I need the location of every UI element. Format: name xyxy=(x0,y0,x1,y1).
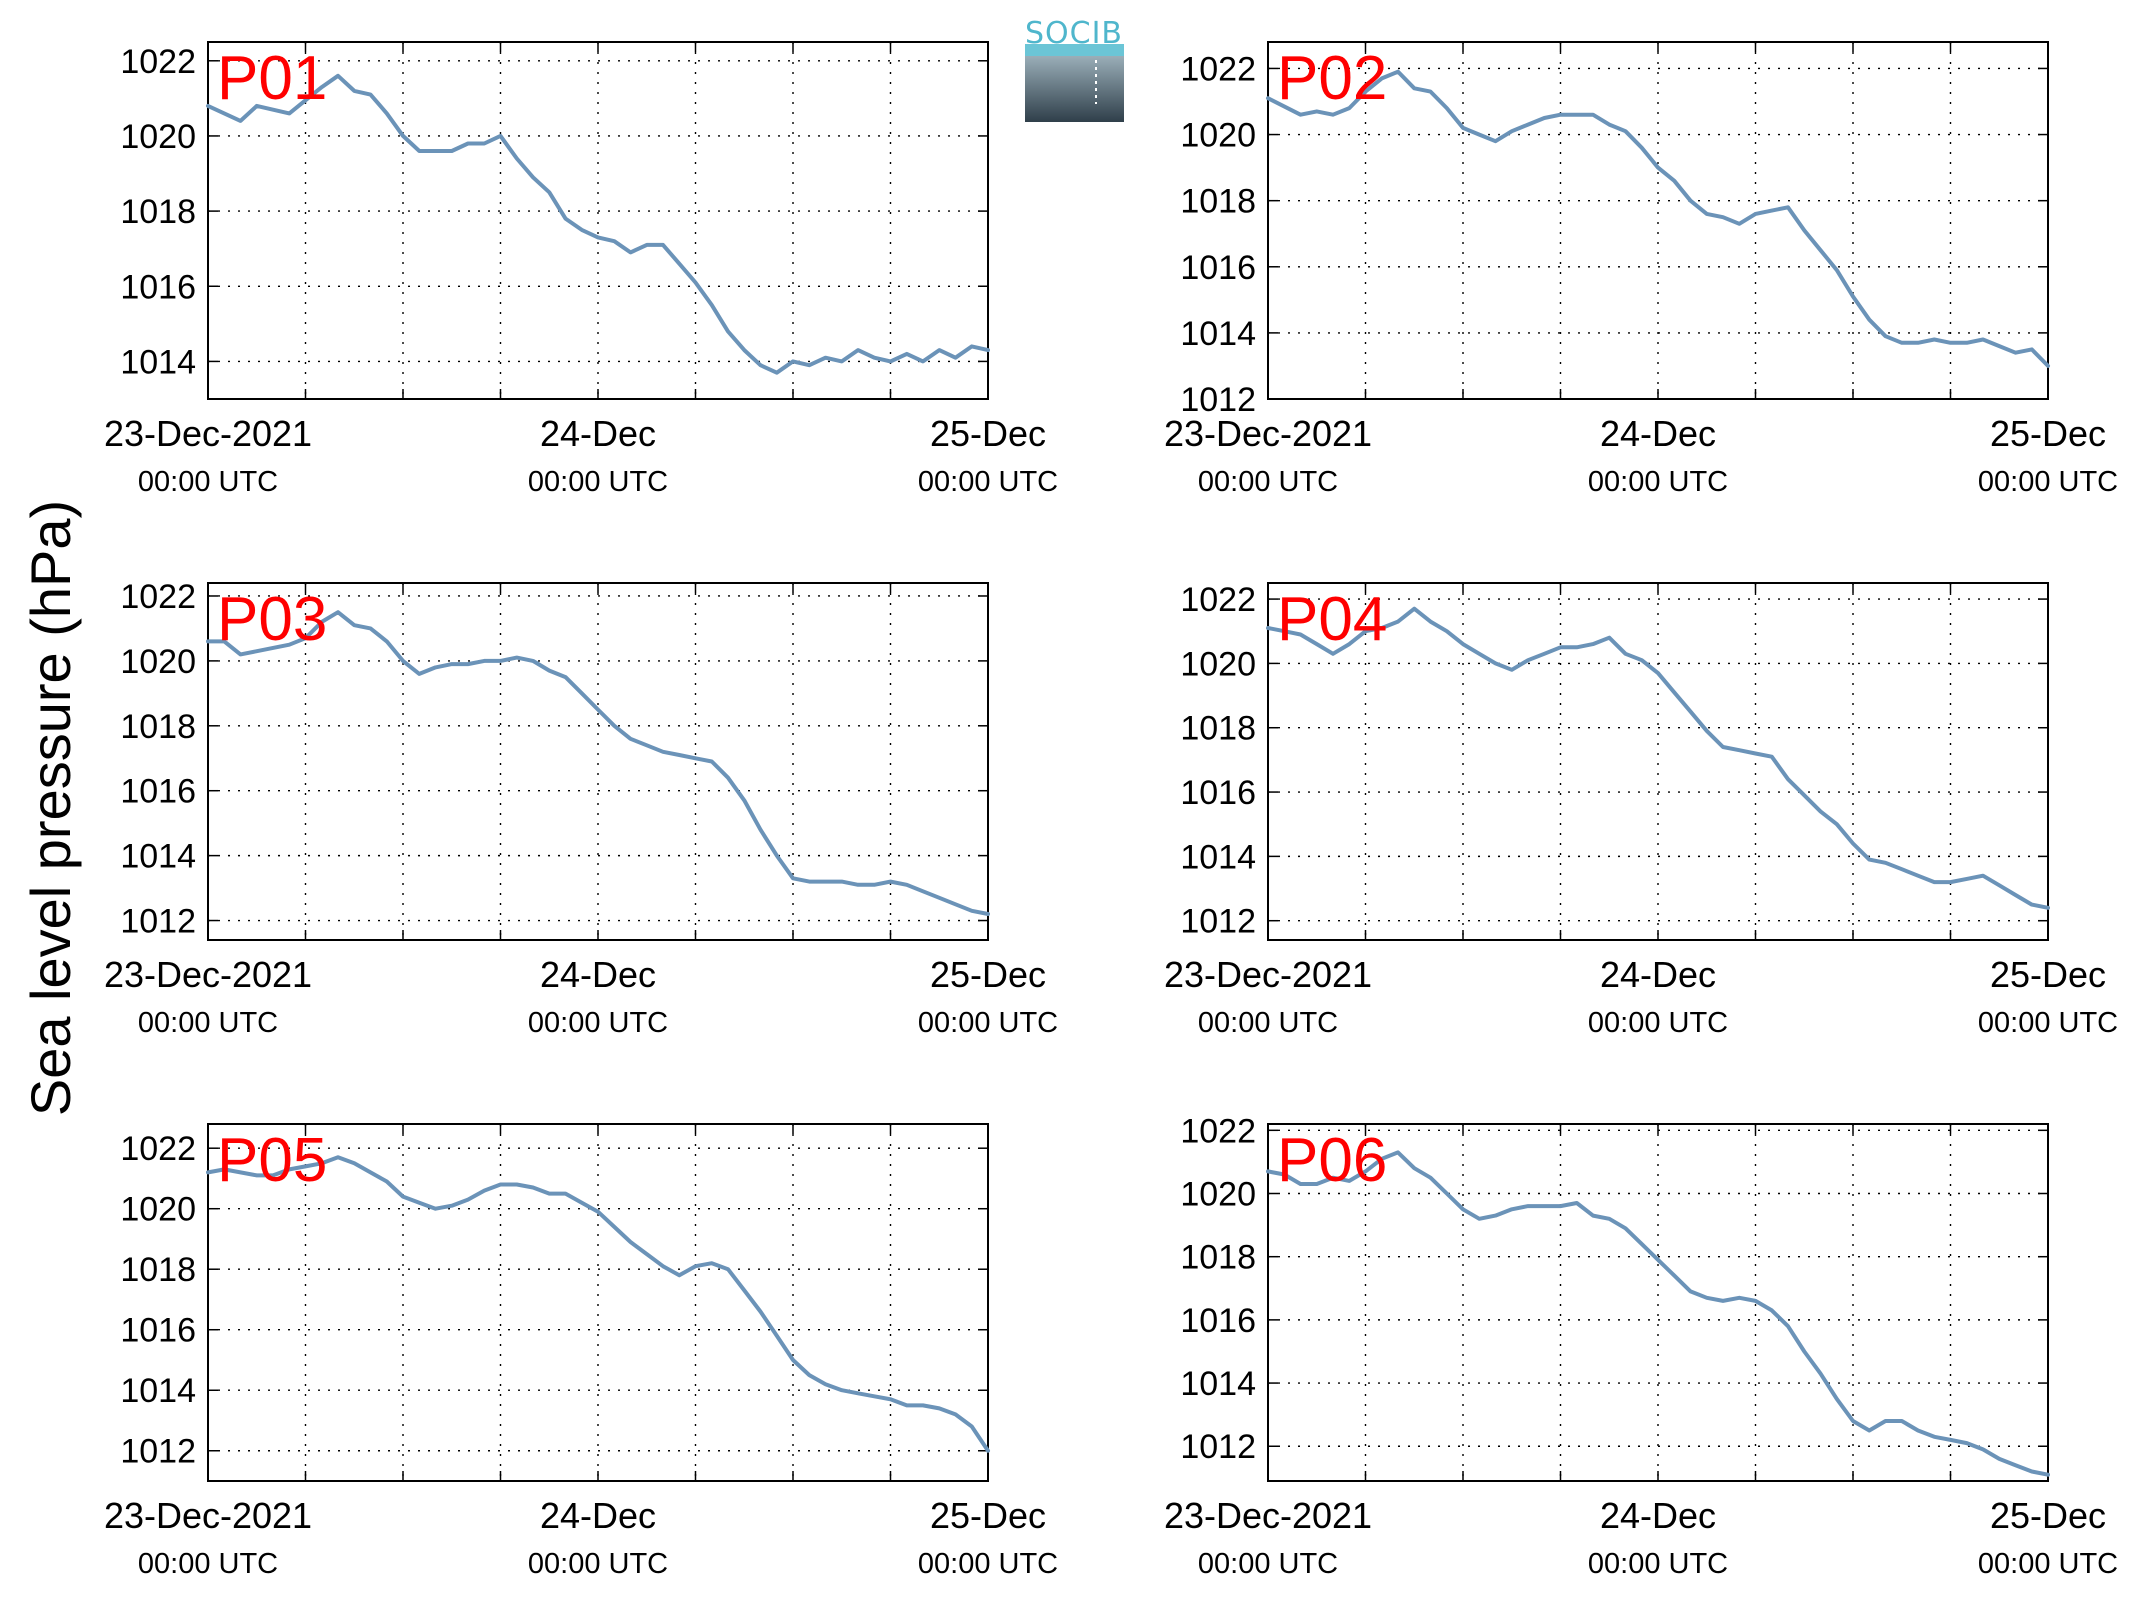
y-tick-label: 1020 xyxy=(120,643,196,681)
y-tick-label: 1014 xyxy=(120,1372,196,1410)
series-line xyxy=(206,610,990,916)
y-tick-label: 1020 xyxy=(1180,645,1256,683)
x-tick-label: 24-Dec xyxy=(1600,954,1716,995)
x-tick-label: 25-Dec xyxy=(930,1495,1046,1536)
x-tick-sublabel: 00:00 UTC xyxy=(1978,466,2118,498)
x-tick-sublabel: 00:00 UTC xyxy=(138,1007,278,1039)
x-tick-label: 23-Dec-2021 xyxy=(1164,1495,1372,1536)
y-tick-label: 1016 xyxy=(1180,249,1256,287)
panel-label: P05 xyxy=(217,1126,327,1195)
y-tick-label: 1018 xyxy=(120,1251,196,1289)
x-tick-label: 24-Dec xyxy=(540,413,656,454)
y-tick-label: 1014 xyxy=(120,838,196,876)
x-tick-label: 25-Dec xyxy=(930,954,1046,995)
y-tick-label: 1018 xyxy=(1180,1239,1256,1277)
y-tick-label: 1012 xyxy=(1180,1428,1256,1466)
panels: 1014 1016 1018 1020 1022 23-Dec-2021 00:00 UTC… xyxy=(104,41,2118,1580)
series-line xyxy=(206,1155,990,1453)
y-tick-label: 1022 xyxy=(120,1130,196,1168)
y-tick-label: 1014 xyxy=(1180,315,1256,353)
y-tick-label: 1022 xyxy=(120,578,196,616)
x-tick-sublabel: 00:00 UTC xyxy=(918,466,1058,498)
y-tick-label: 1014 xyxy=(1180,1365,1256,1403)
y-tick-label: 1016 xyxy=(1180,774,1256,812)
x-tick-label: 23-Dec-2021 xyxy=(104,413,312,454)
x-tick-sublabel: 00:00 UTC xyxy=(1978,1548,2118,1580)
y-axis-label: Sea level pressure (hPa) xyxy=(19,500,82,1116)
y-tick-label: 1014 xyxy=(120,343,196,381)
series-line xyxy=(1266,69,2050,368)
panel-p04: 1012 1014 1016 1018 1020 1022 23-Dec-2021 00:00… xyxy=(1164,581,2118,1039)
y-tick-label: 1014 xyxy=(1180,838,1256,876)
panel-p06: 1012 1014 1016 1018 1020 1022 23-Dec-2021 00:00… xyxy=(1164,1112,2118,1580)
y-tick-label: 1022 xyxy=(1180,581,1256,619)
x-tick-label: 24-Dec xyxy=(1600,413,1716,454)
x-tick-sublabel: 00:00 UTC xyxy=(1198,1548,1338,1580)
y-tick-label: 1022 xyxy=(1180,50,1256,88)
panel-p05: 1012 1014 1016 1018 1020 1022 23-Dec-2021 00:00… xyxy=(104,1123,1058,1580)
x-tick-sublabel: 00:00 UTC xyxy=(1198,466,1338,498)
y-tick-label: 1016 xyxy=(120,268,196,306)
panel-label: P06 xyxy=(1277,1126,1387,1195)
panel-label: P03 xyxy=(217,585,327,654)
y-tick-label: 1012 xyxy=(1180,903,1256,941)
x-tick-sublabel: 00:00 UTC xyxy=(528,1548,668,1580)
x-tick-label: 25-Dec xyxy=(1990,413,2106,454)
series-line xyxy=(1266,1150,2050,1477)
y-tick-label: 1018 xyxy=(120,708,196,746)
y-tick-label: 1018 xyxy=(120,193,196,231)
logo-band xyxy=(1025,44,1124,56)
y-tick-label: 1020 xyxy=(1180,117,1256,155)
y-tick-label: 1020 xyxy=(120,1191,196,1229)
x-tick-label: 23-Dec-2021 xyxy=(104,954,312,995)
logo-text: SOCIB xyxy=(1025,16,1123,51)
x-tick-sublabel: 00:00 UTC xyxy=(1588,1548,1728,1580)
x-tick-label: 25-Dec xyxy=(1990,954,2106,995)
x-tick-sublabel: 00:00 UTC xyxy=(138,466,278,498)
panel-p02: 1012 1014 1016 1018 1020 1022 23-Dec-2021 00:00… xyxy=(1164,41,2118,498)
panel-label: P04 xyxy=(1277,585,1387,654)
x-tick-sublabel: 00:00 UTC xyxy=(918,1007,1058,1039)
x-tick-label: 25-Dec xyxy=(930,413,1046,454)
x-tick-label: 24-Dec xyxy=(1600,1495,1716,1536)
y-tick-label: 1018 xyxy=(1180,183,1256,221)
x-tick-sublabel: 00:00 UTC xyxy=(918,1548,1058,1580)
y-tick-label: 1016 xyxy=(120,1312,196,1350)
y-tick-label: 1022 xyxy=(1180,1112,1256,1150)
x-tick-label: 23-Dec-2021 xyxy=(1164,954,1372,995)
x-tick-label: 23-Dec-2021 xyxy=(1164,413,1372,454)
x-tick-sublabel: 00:00 UTC xyxy=(1198,1007,1338,1039)
y-tick-label: 1018 xyxy=(1180,710,1256,748)
x-tick-sublabel: 00:00 UTC xyxy=(528,466,668,498)
panel-p01: 1014 1016 1018 1020 1022 23-Dec-2021 00:00 UTC… xyxy=(104,41,1058,498)
x-tick-label: 24-Dec xyxy=(540,1495,656,1536)
panel-label: P02 xyxy=(1277,44,1387,113)
y-tick-label: 1020 xyxy=(120,118,196,156)
x-tick-sublabel: 00:00 UTC xyxy=(138,1548,278,1580)
x-tick-label: 23-Dec-2021 xyxy=(104,1495,312,1536)
y-tick-label: 1012 xyxy=(120,903,196,941)
series-line xyxy=(206,73,990,375)
x-tick-label: 24-Dec xyxy=(540,954,656,995)
panel-p03: 1012 1014 1016 1018 1020 1022 23-Dec-2021 00:00… xyxy=(104,578,1058,1039)
socib-logo: SOCIB xyxy=(1025,16,1124,122)
x-tick-sublabel: 00:00 UTC xyxy=(1978,1007,2118,1039)
x-tick-sublabel: 00:00 UTC xyxy=(1588,1007,1728,1039)
y-tick-label: 1022 xyxy=(120,43,196,81)
panel-label: P01 xyxy=(217,44,327,113)
y-tick-label: 1012 xyxy=(1180,381,1256,419)
y-tick-label: 1020 xyxy=(1180,1176,1256,1214)
x-tick-label: 25-Dec xyxy=(1990,1495,2106,1536)
y-tick-label: 1012 xyxy=(120,1433,196,1471)
logo-block xyxy=(1025,56,1124,122)
x-tick-sublabel: 00:00 UTC xyxy=(1588,466,1728,498)
y-tick-label: 1016 xyxy=(1180,1302,1256,1340)
series-line xyxy=(1266,606,2050,910)
x-tick-sublabel: 00:00 UTC xyxy=(528,1007,668,1039)
y-tick-label: 1016 xyxy=(120,773,196,811)
